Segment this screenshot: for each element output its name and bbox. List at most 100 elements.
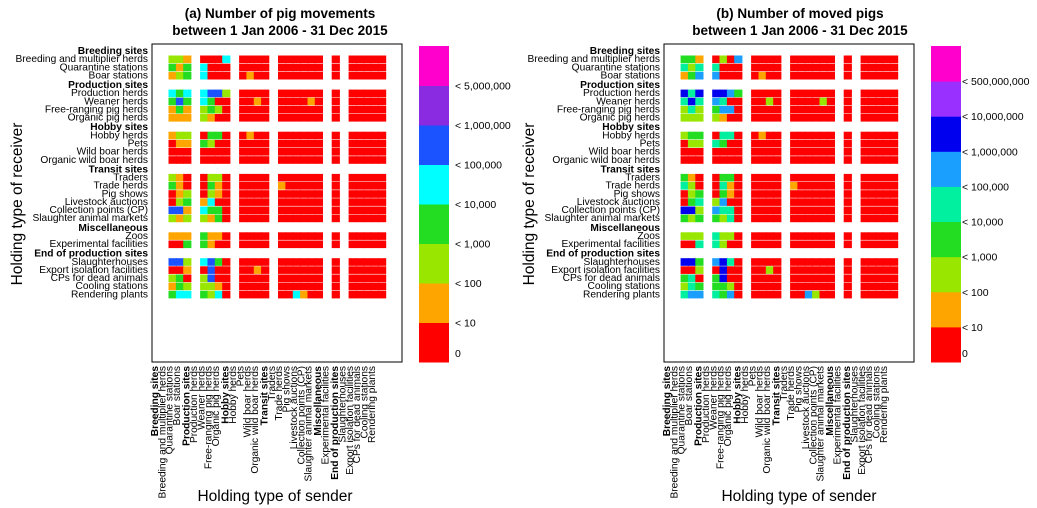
heatmap-cell (751, 182, 760, 190)
heatmap-cell (285, 282, 294, 291)
heatmap-cell (300, 290, 309, 299)
heatmap-cell (253, 190, 262, 198)
col-group-label: Hobby sites (733, 366, 744, 424)
heatmap-cell (222, 173, 231, 182)
heatmap-cell (292, 206, 301, 215)
col-group-label: Production sites (182, 366, 193, 446)
heatmap-cell (797, 198, 806, 206)
heatmap-cell (680, 105, 689, 114)
heatmap-cell (773, 198, 782, 206)
heatmap-cell (331, 55, 340, 64)
heatmap-cell (687, 198, 697, 206)
col-label: Organic pig herds (211, 366, 222, 446)
heatmap-cell (868, 63, 877, 72)
heatmap-cell (882, 206, 891, 215)
row-label: Slaughterhouses (584, 257, 660, 268)
heatmap-cell (314, 156, 323, 164)
heatmap-cell (378, 89, 387, 98)
heatmap-cell (875, 89, 884, 98)
heatmap-cell (200, 89, 209, 98)
heatmap-cell (222, 131, 231, 140)
col-group-label: Transit sites (772, 366, 783, 426)
heatmap-cell (261, 190, 270, 198)
heatmap-cell (875, 156, 884, 164)
heatmap-cell (285, 274, 294, 283)
heatmap-row (680, 266, 899, 274)
heatmap-cell (868, 55, 877, 64)
heatmap-cell (314, 274, 323, 283)
heatmap-cell (285, 63, 294, 72)
heatmap-cell (261, 240, 270, 249)
heatmap-cell (253, 71, 262, 80)
heatmap-cell (804, 131, 813, 140)
row-label: Export isolation facilities (39, 265, 148, 276)
heatmap-cell (175, 214, 185, 223)
heatmap-cell (860, 173, 869, 182)
legend-swatch (931, 256, 961, 293)
heatmap-cell (875, 258, 884, 266)
heatmap-cell (797, 182, 806, 190)
heatmap-cell (826, 258, 835, 266)
heatmap-cell (207, 114, 216, 122)
heatmap-cell (348, 190, 357, 198)
heatmap-cell (200, 97, 209, 106)
heatmap-cell (300, 240, 309, 249)
heatmap-cell (378, 105, 387, 114)
heatmap-row (680, 258, 899, 266)
heatmap-cell (246, 266, 255, 274)
heatmap-cell (695, 266, 704, 274)
heatmap-cell (253, 240, 262, 249)
heatmap-cell (239, 190, 248, 198)
heatmap-cell (348, 105, 357, 114)
heatmap-cell (804, 63, 813, 72)
heatmap-cell (307, 114, 316, 122)
heatmap-cell (378, 97, 387, 106)
heatmap-cell (734, 258, 743, 266)
heatmap-cell (751, 214, 760, 223)
heatmap-cell (314, 131, 323, 140)
heatmap-cell (726, 156, 736, 164)
heatmap-cell (826, 97, 835, 106)
legend-label: < 100,000 (455, 160, 502, 172)
col-label: Collection points (CP) (296, 366, 307, 465)
heatmap-cell (278, 131, 287, 140)
heatmap-cell (348, 282, 357, 291)
heatmap-cell (695, 131, 704, 140)
heatmap-cell (758, 89, 767, 98)
heatmap-cell (292, 214, 301, 223)
heatmap-cell (882, 71, 891, 80)
heatmap-cell (875, 214, 884, 223)
heatmap-cell (687, 71, 697, 80)
row-label: Trade herds (93, 181, 148, 192)
legend-label: < 500,000,000 (962, 76, 1030, 88)
heatmap-cell (843, 266, 852, 274)
heatmap-cell (168, 206, 177, 215)
heatmap-cell (253, 114, 262, 122)
heatmap-cell (239, 240, 248, 249)
heatmap-cell (890, 274, 899, 283)
heatmap-cell (758, 258, 767, 266)
row-label: Experimental facilities (561, 239, 660, 250)
heatmap-cell (712, 258, 721, 266)
heatmap-row (168, 258, 387, 266)
heatmap-cell (734, 206, 743, 215)
heatmap-cell (843, 198, 852, 206)
heatmap-cell (214, 55, 223, 64)
heatmap-cell (314, 89, 323, 98)
heatmap-cell (758, 240, 767, 249)
heatmap-cell (804, 198, 813, 206)
heatmap-cell (765, 182, 774, 190)
heatmap-cell (758, 139, 767, 148)
legend-label: < 1,000,000 (455, 120, 511, 132)
heatmap-cell (719, 63, 728, 72)
heatmap-cell (797, 148, 806, 156)
heatmap-cell (773, 97, 782, 106)
heatmap-cell (826, 282, 835, 291)
heatmap-cell (751, 173, 760, 182)
col-label: Hobby herds (740, 366, 751, 424)
heatmap-cell (285, 266, 294, 274)
heatmap-cell (882, 282, 891, 291)
heatmap-cell (843, 97, 852, 106)
heatmap-cell (222, 63, 231, 72)
row-label: Wild boar herds (589, 147, 660, 158)
